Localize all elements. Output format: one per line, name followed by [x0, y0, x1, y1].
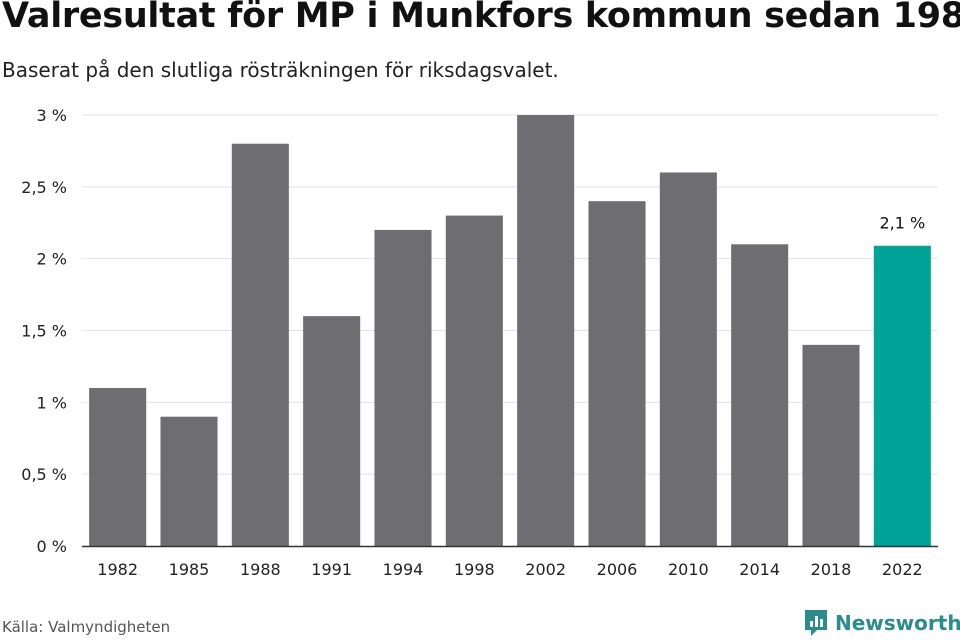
bar-1982: [89, 387, 147, 546]
bar-2010: [659, 172, 717, 546]
data-label: 2,1 %: [879, 214, 925, 233]
x-tick-label: 2022: [882, 560, 923, 579]
bar-1985: [160, 416, 218, 546]
x-tick-label: 2002: [525, 560, 566, 579]
x-tick-label: 2006: [597, 560, 638, 579]
x-tick-label: 1982: [97, 560, 138, 579]
bar-2022: [873, 245, 931, 546]
y-tick-label: 1,5 %: [21, 322, 67, 341]
brand-name: Newsworthy: [835, 611, 960, 635]
bar-2018: [802, 344, 860, 546]
x-tick-label: 1991: [311, 560, 352, 579]
bar-2014: [731, 244, 789, 547]
chart-subtitle: Baserat på den slutliga rösträkningen fö…: [2, 58, 559, 82]
x-tick-label: 2014: [739, 560, 780, 579]
x-tick-label: 2018: [811, 560, 852, 579]
chart-title: Valresultat för MP i Munkfors kommun sed…: [2, 0, 960, 36]
x-tick-label: 1998: [454, 560, 495, 579]
x-tick-label: 1985: [169, 560, 210, 579]
source-note: Källa: Valmyndigheten: [2, 618, 171, 636]
y-tick-label: 3 %: [37, 106, 67, 125]
bar-2006: [588, 201, 646, 546]
bar-1991: [303, 316, 361, 546]
y-tick-label: 2 %: [37, 250, 67, 269]
bar-1998: [445, 215, 503, 547]
bar-2002: [517, 115, 575, 546]
newsworthy-logo: Newsworthy: [803, 608, 960, 638]
x-tick-label: 2010: [668, 560, 709, 579]
y-tick-label: 1 %: [37, 393, 67, 412]
y-tick-label: 2,5 %: [21, 178, 67, 197]
x-tick-label: 1994: [383, 560, 424, 579]
x-tick-label: 1988: [240, 560, 281, 579]
y-tick-label: 0,5 %: [21, 465, 67, 484]
newsworthy-icon: [805, 610, 827, 636]
y-tick-label: 0 %: [37, 537, 67, 556]
bar-1988: [231, 143, 289, 546]
bar-chart: 0 % 0,5 % 1 % 1,5 % 2 % 2,5 % 3 % 1982 1985 1988 1…: [21, 106, 938, 579]
bar-1994: [374, 229, 432, 546]
